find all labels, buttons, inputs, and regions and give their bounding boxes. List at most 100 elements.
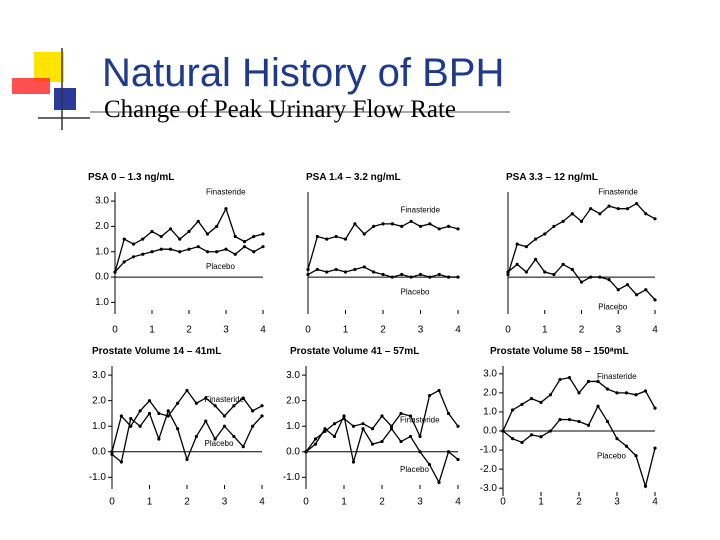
point (157, 437, 161, 441)
point (624, 391, 629, 395)
point (543, 270, 547, 274)
point (157, 411, 161, 416)
point (520, 402, 524, 406)
x-tick-label: 1 (149, 325, 155, 336)
point (372, 270, 376, 274)
series-label: Placebo (401, 288, 430, 297)
point (176, 427, 180, 431)
point (653, 298, 657, 302)
point (552, 224, 556, 228)
point (224, 207, 228, 211)
point (428, 222, 432, 226)
point (215, 224, 219, 228)
slide-title: Natural History of BPH (102, 51, 504, 95)
series-label: Placebo (598, 303, 627, 312)
y-tick-label: 0.0 (92, 446, 106, 457)
y-tick-label: -1.0 (283, 472, 301, 483)
point (548, 429, 553, 433)
point (323, 427, 327, 431)
series-label: Finasteride (206, 188, 246, 197)
point (437, 388, 441, 393)
point (418, 224, 423, 228)
point (447, 275, 451, 279)
point (196, 219, 200, 223)
point (370, 427, 375, 431)
series-label: Finasteride (205, 395, 245, 404)
point (598, 212, 602, 216)
point (313, 442, 318, 446)
point (607, 204, 611, 208)
point (232, 434, 236, 439)
point (635, 202, 639, 206)
point (304, 450, 308, 454)
point (579, 280, 584, 284)
series-line (507, 202, 656, 275)
point (558, 417, 562, 422)
point (524, 270, 528, 274)
point (615, 437, 619, 441)
point (150, 250, 154, 254)
x-tick-label: 2 (379, 497, 385, 508)
point (315, 234, 319, 239)
point (586, 423, 591, 427)
point (242, 240, 247, 244)
x-tick-label: 1 (538, 497, 544, 508)
y-tick-label: -1.0 (480, 445, 498, 456)
chart-title: Prostate Volume 14 – 41mL (92, 346, 221, 357)
chart-title: PSA 1.4 – 3.2 ng/mL (306, 172, 401, 183)
y-tick-label: 3.0 (483, 368, 497, 379)
point (625, 207, 630, 211)
series-line (111, 409, 263, 464)
point (418, 272, 423, 277)
point (370, 442, 375, 446)
point (607, 278, 611, 282)
point (204, 419, 208, 423)
point (577, 391, 581, 395)
point (524, 245, 528, 249)
point (213, 437, 217, 441)
x-tick-label: 1 (147, 497, 153, 508)
point (634, 454, 638, 458)
point (351, 424, 356, 428)
point (596, 379, 600, 384)
point (570, 212, 574, 216)
point (605, 387, 610, 391)
y-tick-label: 2.0 (483, 388, 497, 399)
point (634, 393, 638, 397)
point (110, 452, 114, 456)
x-tick-label: 2 (380, 325, 386, 336)
point (409, 219, 413, 223)
x-tick-label: 4 (455, 497, 461, 508)
point (653, 406, 657, 410)
point (381, 272, 385, 277)
point (138, 409, 142, 413)
point (129, 424, 133, 428)
series-label: Finasteride (401, 205, 441, 214)
point (332, 422, 337, 426)
point (361, 427, 365, 431)
point (598, 275, 602, 279)
point (241, 445, 245, 449)
point (506, 270, 510, 274)
point (261, 232, 265, 236)
point (596, 404, 600, 408)
y-tick-label: 2.0 (92, 395, 106, 406)
x-tick-label: 4 (259, 497, 265, 508)
series-line (114, 207, 264, 273)
point (252, 250, 256, 254)
series-label: Placebo (597, 452, 626, 461)
point (185, 457, 189, 462)
point (342, 414, 346, 418)
point (447, 224, 451, 228)
point (644, 288, 648, 292)
point (561, 219, 565, 223)
point (168, 227, 173, 231)
point (325, 237, 329, 241)
point (543, 232, 547, 236)
y-tick-label: -2.0 (480, 464, 498, 475)
point (306, 267, 310, 272)
point (138, 424, 142, 428)
series-line (502, 404, 656, 489)
point (381, 222, 385, 226)
